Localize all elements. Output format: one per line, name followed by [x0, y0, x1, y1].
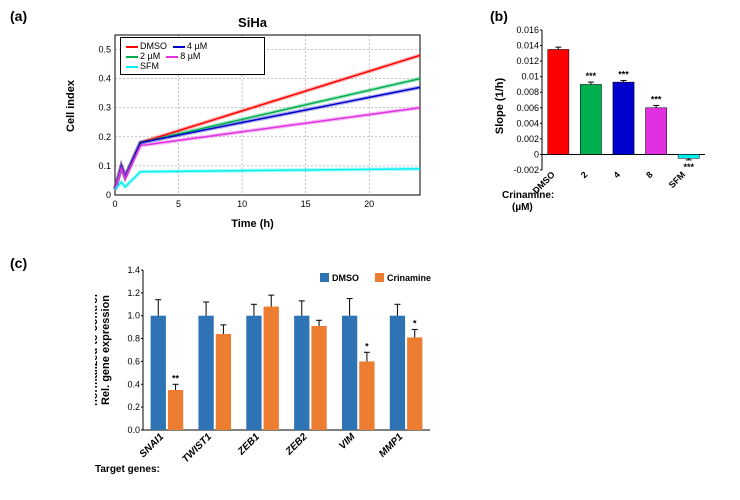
svg-text:0.012: 0.012 [516, 56, 539, 66]
panel-c-chart: 0.00.20.40.60.81.01.21.4**SNAI1TWIST1ZEB… [95, 265, 435, 490]
panel-a-chart: SiHa 0510152000.10.20.30.40.5 Cell index… [75, 15, 430, 225]
legend-item: 4 µM [173, 41, 207, 51]
svg-text:DMSO: DMSO [332, 273, 359, 283]
svg-text:0.002: 0.002 [516, 134, 539, 144]
svg-text:0.3: 0.3 [98, 103, 111, 113]
legend-item: 2 µM [126, 51, 160, 61]
svg-text:10: 10 [237, 199, 247, 209]
svg-text:ZEB1: ZEB1 [235, 431, 262, 458]
svg-text:ZEB2: ZEB2 [283, 431, 310, 458]
panel-a-ylabel: Cell index [65, 80, 77, 132]
panel-b-ylabel: Slope (1/h) [494, 78, 506, 134]
svg-text:15: 15 [301, 199, 311, 209]
svg-text:0.1: 0.1 [98, 161, 111, 171]
legend-item: SFM [126, 61, 159, 71]
svg-text:***: *** [651, 94, 662, 104]
panel-c-label: (c) [10, 255, 27, 271]
svg-text:Crinamine:: Crinamine: [502, 190, 554, 201]
svg-text:0.2: 0.2 [127, 402, 140, 412]
svg-text:SFM: SFM [667, 170, 688, 191]
svg-text:0.016: 0.016 [516, 25, 539, 35]
svg-text:TWIST1: TWIST1 [180, 431, 214, 465]
svg-text:*: * [413, 318, 417, 328]
chart-a-title: SiHa [75, 15, 430, 30]
panel-a-legend: DMSO 4 µM 2 µM 8 µM SFM [120, 37, 265, 75]
svg-text:0.01: 0.01 [521, 72, 539, 82]
svg-text:SNAI1: SNAI1 [138, 431, 167, 460]
svg-text:0.5: 0.5 [98, 45, 111, 55]
svg-text:0.0: 0.0 [127, 425, 140, 435]
svg-text:0: 0 [112, 199, 117, 209]
svg-text:1.0: 1.0 [127, 311, 140, 321]
svg-text:MMP1: MMP1 [377, 431, 406, 460]
panel-b-chart: -0.002 0 0.002 0.004 0.006 0.008 0.01 0.012 0.01… [500, 25, 710, 225]
svg-text:0.4: 0.4 [127, 379, 140, 389]
svg-text:4: 4 [611, 170, 622, 181]
svg-text:0.4: 0.4 [98, 74, 111, 84]
legend-item: DMSO [126, 41, 167, 51]
svg-text:0.004: 0.004 [516, 118, 539, 128]
legend-item: 8 µM [166, 51, 200, 61]
svg-text:0.6: 0.6 [127, 356, 140, 366]
svg-text:0.008: 0.008 [516, 87, 539, 97]
svg-text:VIM: VIM [337, 431, 358, 452]
panel-a-xlabel: Time (h) [75, 218, 430, 230]
svg-text:Rel. gene expression: Rel. gene expression [100, 295, 112, 405]
svg-text:0.2: 0.2 [98, 132, 111, 142]
svg-text:Crinamine: Crinamine [387, 273, 431, 283]
svg-text:Target genes:: Target genes: [95, 464, 160, 475]
svg-text:5: 5 [176, 199, 181, 209]
svg-text:(µM): (µM) [512, 202, 533, 213]
svg-text:*: * [365, 341, 369, 351]
svg-text:***: *** [618, 70, 629, 80]
svg-text:0.8: 0.8 [127, 334, 140, 344]
svg-text:0: 0 [106, 190, 111, 200]
svg-text:***: *** [586, 71, 597, 81]
svg-text:8: 8 [644, 170, 655, 181]
panel-a-label: (a) [10, 8, 27, 24]
svg-text:-0.002: -0.002 [513, 165, 539, 175]
svg-text:normalized to control: normalized to control [95, 294, 100, 406]
svg-text:0: 0 [534, 149, 539, 159]
svg-text:0.014: 0.014 [516, 41, 539, 51]
svg-text:0.006: 0.006 [516, 103, 539, 113]
svg-text:1.2: 1.2 [127, 288, 140, 298]
svg-text:**: ** [172, 373, 180, 383]
svg-text:2: 2 [579, 170, 590, 181]
svg-text:20: 20 [364, 199, 374, 209]
svg-text:1.4: 1.4 [127, 265, 140, 275]
panel-b-label: (b) [490, 8, 508, 24]
svg-text:***: *** [683, 162, 694, 172]
